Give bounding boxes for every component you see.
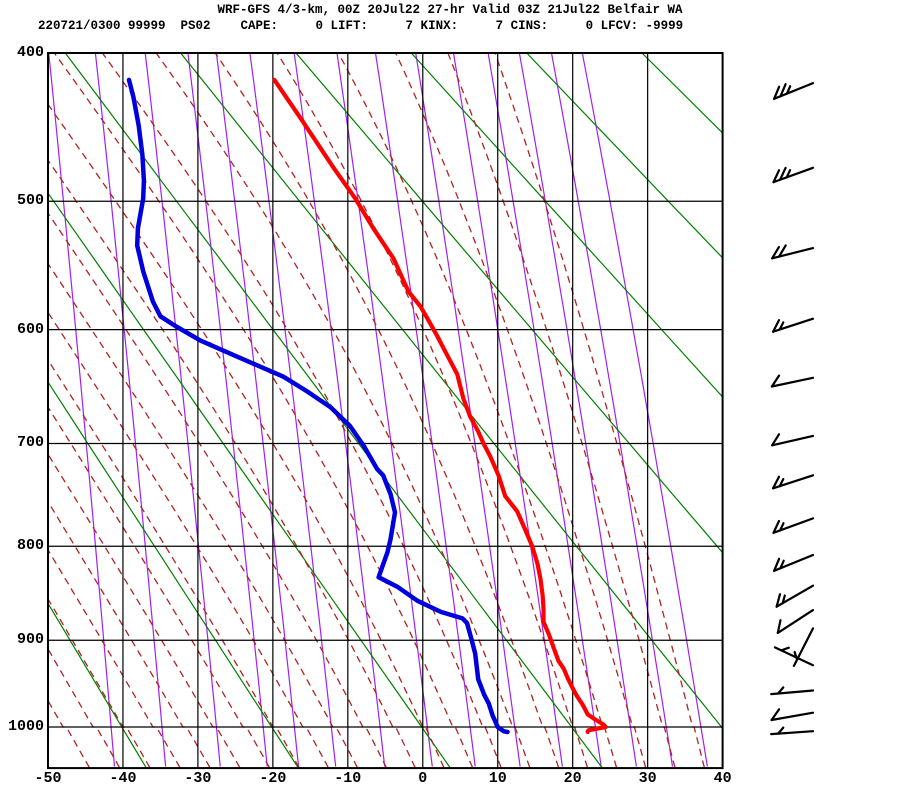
moist-adiabat-line xyxy=(447,53,676,768)
moist-adiabat-line xyxy=(48,453,241,768)
dry-adiabat-line xyxy=(526,53,723,259)
wind-barb xyxy=(771,317,815,333)
moist-adiabat-line xyxy=(48,103,445,768)
wind-barb xyxy=(772,166,815,184)
moist-adiabat-line xyxy=(101,53,502,768)
moist-adiabat-line xyxy=(53,53,473,768)
temperature-tick-label: 40 xyxy=(713,770,732,787)
mixing-ratio-line xyxy=(187,53,268,767)
dewpoint-trace xyxy=(126,77,510,735)
wind-barb xyxy=(770,433,815,447)
wind-barb xyxy=(771,244,815,260)
chart-title: WRF-GFS 4/3-km, 00Z 20Jul22 27-hr Valid … xyxy=(217,3,683,17)
wind-barb xyxy=(775,584,815,608)
pressure-tick-label: 700 xyxy=(16,434,44,452)
pressure-tick-label: 600 xyxy=(16,320,44,338)
wind-barb xyxy=(772,553,815,572)
dry-adiabat-line xyxy=(48,380,299,769)
temperature-tick-label: -30 xyxy=(184,770,212,787)
wind-barb xyxy=(773,646,815,667)
moist-adiabat-line xyxy=(276,53,589,768)
wind-barb xyxy=(769,726,815,736)
temperature-tick-label: -20 xyxy=(259,770,287,787)
dry-adiabat-line xyxy=(180,53,723,730)
mixing-ratio-line xyxy=(249,53,337,767)
mixing-ratio-line xyxy=(487,53,602,767)
moist-adiabat-line xyxy=(48,597,151,768)
mixing-ratio-line xyxy=(518,53,637,767)
temperature-tick-label: 10 xyxy=(488,770,507,787)
mixing-ratio-line xyxy=(48,53,116,767)
temperature-tick-label: 0 xyxy=(418,770,428,787)
mixing-ratio-line xyxy=(415,53,521,767)
moist-adiabat-line xyxy=(48,548,181,768)
moist-adiabat-line xyxy=(48,159,416,768)
pressure-tick-label: 900 xyxy=(16,631,44,649)
wind-barb xyxy=(770,374,815,388)
mixing-ratio-line xyxy=(293,53,386,767)
moist-adiabat-line xyxy=(48,358,300,768)
mixing-ratio-line xyxy=(581,53,708,767)
wind-barb xyxy=(770,708,815,722)
pressure-tick-label: 800 xyxy=(16,537,44,555)
dry-adiabat-line xyxy=(410,53,723,398)
dry-adiabat-line xyxy=(48,192,451,769)
wind-barb xyxy=(776,608,815,635)
mixing-ratio-line xyxy=(374,53,476,767)
temperature-tick-label: 20 xyxy=(563,770,582,787)
dry-adiabat-line xyxy=(295,53,723,554)
moist-adiabat-line xyxy=(48,211,387,768)
temperature-tick-label: -50 xyxy=(34,770,62,787)
wind-barb xyxy=(771,474,815,490)
moist-adiabat-line xyxy=(494,53,705,768)
chart-stats-line: 220721/0300 99999 PS02 CAPE: 0 LIFT: 7 K… xyxy=(38,19,684,33)
wind-barb xyxy=(772,517,815,534)
temperature-tick-label: 30 xyxy=(638,770,657,787)
pressure-tick-label: 1000 xyxy=(7,718,44,735)
moist-adiabat-line xyxy=(48,262,358,768)
moist-adiabat-line xyxy=(214,53,560,768)
dry-adiabat-line xyxy=(641,53,723,134)
pressure-tick-label: 400 xyxy=(16,44,44,61)
wind-barb xyxy=(772,81,815,100)
temperature-tick-label: -10 xyxy=(334,770,362,787)
mixing-ratio-line xyxy=(215,53,300,767)
dry-adiabat-line xyxy=(48,602,147,769)
moist-adiabat-line xyxy=(48,311,329,768)
moist-adiabat-line xyxy=(48,699,90,768)
moist-adiabat-line xyxy=(337,53,618,768)
moist-adiabat-line xyxy=(155,53,531,768)
mixing-ratio-line xyxy=(336,53,433,767)
moist-adiabat-line xyxy=(48,647,120,768)
mixing-ratio-line xyxy=(94,53,167,767)
temperature-trace xyxy=(272,77,608,735)
wind-barb xyxy=(770,686,815,696)
moist-adiabat-line xyxy=(48,406,270,768)
pressure-tick-label: 500 xyxy=(16,192,44,210)
mixing-ratio-line xyxy=(550,53,674,767)
plot-border xyxy=(47,52,724,770)
temperature-tick-label: -40 xyxy=(109,770,137,787)
mixing-ratio-line xyxy=(144,53,221,767)
